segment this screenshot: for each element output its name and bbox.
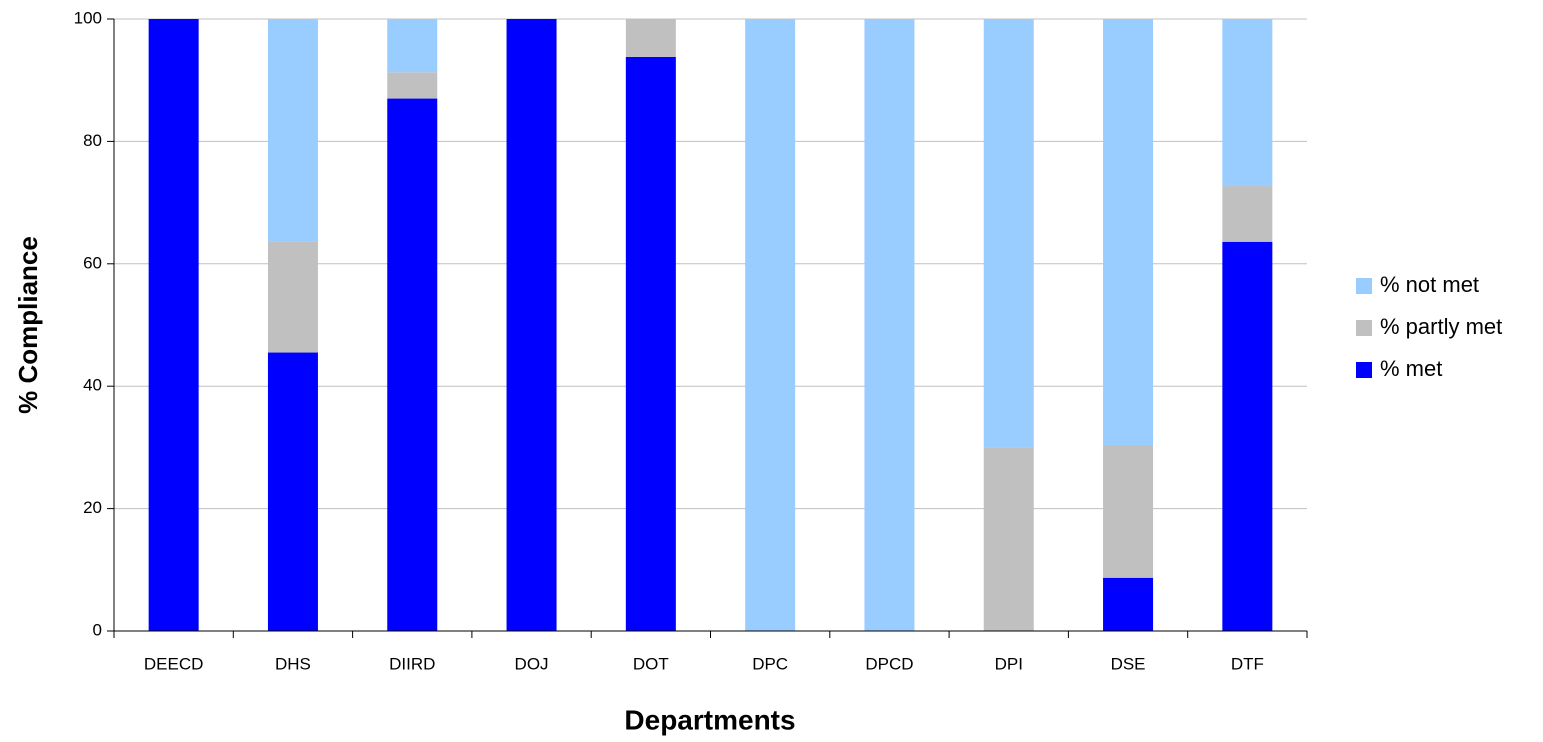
legend-swatch bbox=[1356, 278, 1372, 294]
x-tick-label: DEECD bbox=[144, 654, 204, 673]
bar-segment bbox=[1222, 241, 1273, 631]
x-tick-label: DPC bbox=[752, 654, 788, 673]
bar-segment bbox=[387, 98, 438, 631]
bar-segment bbox=[387, 19, 438, 73]
y-axis-title: % Compliance bbox=[13, 236, 43, 414]
bar-segment bbox=[983, 447, 1034, 631]
bar-segment bbox=[745, 19, 796, 631]
y-tick-label: 0 bbox=[93, 620, 102, 639]
bar-segment bbox=[864, 19, 915, 631]
x-tick-label: DHS bbox=[275, 654, 311, 673]
bar-segment bbox=[1103, 577, 1154, 631]
x-tick-label: DOJ bbox=[515, 654, 549, 673]
x-tick-label: DSE bbox=[1111, 654, 1146, 673]
legend-swatch bbox=[1356, 320, 1372, 336]
bar-segment bbox=[625, 19, 676, 57]
bar-segment bbox=[267, 352, 318, 631]
y-tick-label: 80 bbox=[83, 131, 102, 150]
bar-segment bbox=[1222, 19, 1273, 187]
legend-label: % not met bbox=[1380, 272, 1479, 297]
y-tick-label: 20 bbox=[83, 498, 102, 517]
x-tick-label: DPI bbox=[995, 654, 1023, 673]
bar-segment bbox=[506, 19, 557, 631]
bar-segment bbox=[1103, 19, 1154, 445]
bar-segment bbox=[1222, 186, 1273, 242]
y-tick-label: 40 bbox=[83, 376, 102, 395]
bar-segment bbox=[387, 72, 438, 99]
bar-segment bbox=[1103, 444, 1154, 578]
bar-segment bbox=[148, 19, 199, 631]
bar-segment bbox=[625, 56, 676, 632]
y-tick-label: 100 bbox=[74, 8, 102, 27]
x-tick-label: DIIRD bbox=[389, 654, 435, 673]
bar-segment bbox=[267, 19, 318, 242]
bar-segment bbox=[267, 241, 318, 353]
bar-segment bbox=[983, 19, 1034, 448]
legend-swatch bbox=[1356, 362, 1372, 378]
y-tick-label: 60 bbox=[83, 253, 102, 272]
x-axis-title: Departments bbox=[624, 704, 795, 735]
legend-label: % partly met bbox=[1380, 314, 1502, 339]
legend-label: % met bbox=[1380, 356, 1442, 381]
x-tick-label: DTF bbox=[1231, 654, 1264, 673]
x-tick-label: DOT bbox=[633, 654, 669, 673]
x-tick-label: DPCD bbox=[865, 654, 913, 673]
